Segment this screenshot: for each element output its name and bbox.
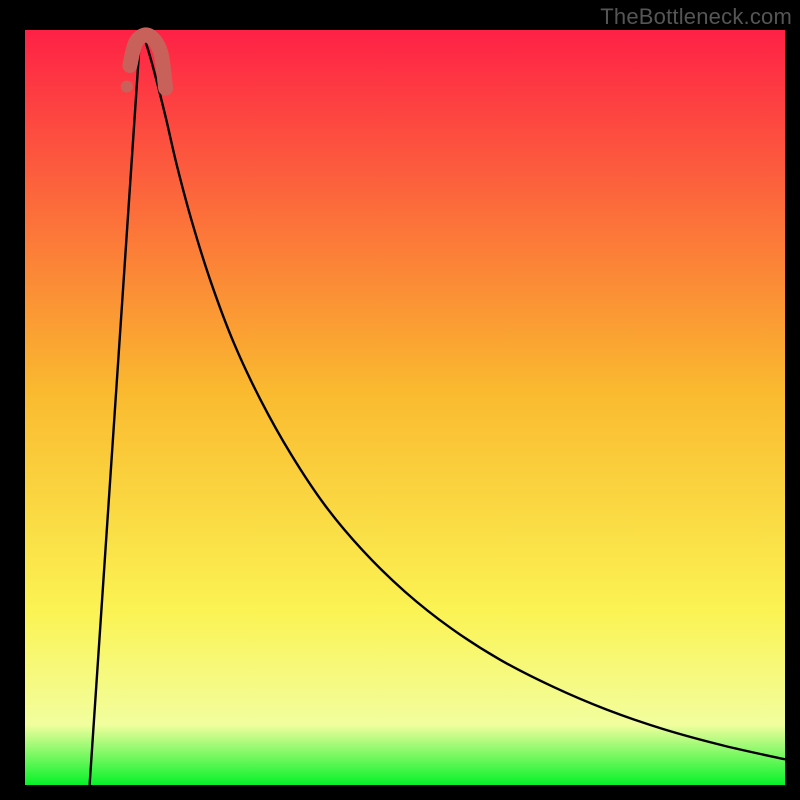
plot-background [25,30,785,785]
bottleneck-chart [0,0,800,800]
chart-container: TheBottleneck.com [0,0,800,800]
watermark-text: TheBottleneck.com [600,4,792,30]
hook-dot [121,81,133,93]
